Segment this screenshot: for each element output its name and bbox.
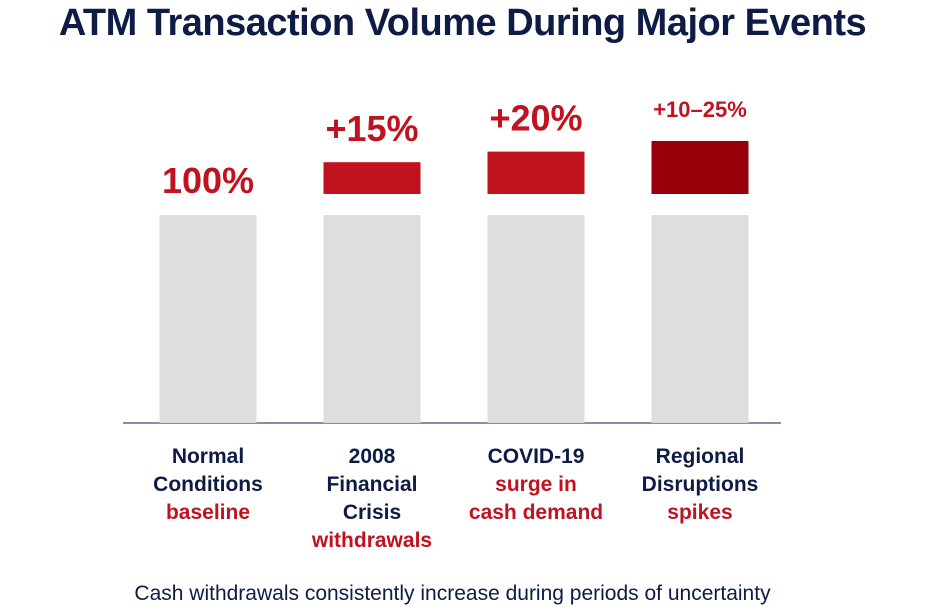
data-label: +15% bbox=[325, 108, 418, 149]
baseline-bar bbox=[487, 215, 585, 423]
category-label: 2008 bbox=[349, 445, 396, 468]
chart-subtitle: Cash withdrawals consistently increase d… bbox=[134, 582, 771, 605]
category-label: COVID-19 bbox=[488, 445, 585, 468]
chart-title: ATM Transaction Volume During Major Even… bbox=[58, 2, 867, 44]
category-label: Crisis bbox=[343, 501, 401, 524]
data-label: +20% bbox=[489, 98, 582, 139]
increase-bar bbox=[487, 151, 585, 194]
category-label: Regional bbox=[656, 445, 745, 468]
baseline-bar bbox=[159, 215, 257, 423]
category-label: Financial bbox=[326, 473, 417, 496]
data-label: 100% bbox=[162, 160, 254, 201]
category-label: Normal bbox=[172, 445, 244, 468]
category-note: cash demand bbox=[469, 501, 603, 524]
category-label: Conditions bbox=[153, 473, 263, 496]
category-note: surge in bbox=[495, 473, 577, 496]
category-label: Disruptions bbox=[642, 473, 759, 496]
baseline-bar bbox=[323, 215, 421, 423]
increase-bar bbox=[651, 141, 749, 194]
category-note: spikes bbox=[667, 501, 732, 524]
baseline-bar bbox=[651, 215, 749, 423]
increase-bar bbox=[323, 162, 421, 194]
category-note: withdrawals bbox=[311, 529, 432, 552]
data-label: +10–25% bbox=[653, 97, 747, 122]
category-note: baseline bbox=[166, 501, 250, 524]
